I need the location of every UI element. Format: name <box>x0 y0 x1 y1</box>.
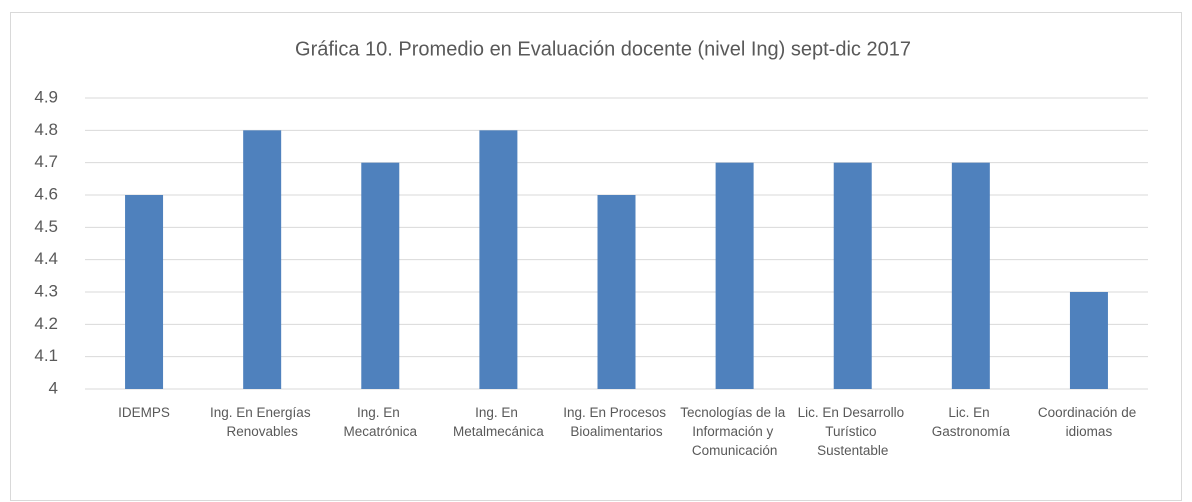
y-tick-label: 4.4 <box>34 249 58 268</box>
x-tick-label: Coordinación de idiomas <box>1038 405 1140 439</box>
bar <box>715 162 754 389</box>
bar <box>1069 292 1108 389</box>
bar <box>833 162 872 389</box>
x-tick-label: Ing. En Energías Renovables <box>210 405 314 439</box>
x-tick-label: Ing. En Mecatrónica <box>344 405 418 439</box>
x-tick-label: Ing. En Procesos Bioalimentarios <box>563 405 670 439</box>
y-tick-label: 4.5 <box>34 217 58 236</box>
bar <box>479 130 518 390</box>
bar <box>243 130 282 390</box>
y-tick-label: 4 <box>49 378 58 397</box>
x-tick-label: Tecnologías de la Información y Comunica… <box>680 405 789 458</box>
chart-title: Gráfica 10. Promedio en Evaluación docen… <box>295 38 911 60</box>
y-tick-label: 4.6 <box>34 184 58 203</box>
bar <box>125 195 164 389</box>
bar <box>951 162 990 389</box>
bar <box>361 162 400 389</box>
y-tick-label: 4.3 <box>34 281 58 300</box>
x-tick-label: Ing. En Metalmecánica <box>453 405 544 439</box>
y-tick-label: 4.9 <box>34 87 58 106</box>
x-tick-label: Lic. En Desarrollo Turístico Sustentable <box>798 405 908 458</box>
y-tick-label: 4.1 <box>34 346 58 365</box>
bar <box>597 195 636 389</box>
y-tick-label: 4.2 <box>34 314 58 333</box>
x-tick-label: Lic. En Gastronomía <box>932 405 1011 439</box>
y-tick-label: 4.8 <box>34 120 58 139</box>
x-tick-label: IDEMPS <box>118 405 170 420</box>
y-tick-label: 4.7 <box>34 152 58 171</box>
